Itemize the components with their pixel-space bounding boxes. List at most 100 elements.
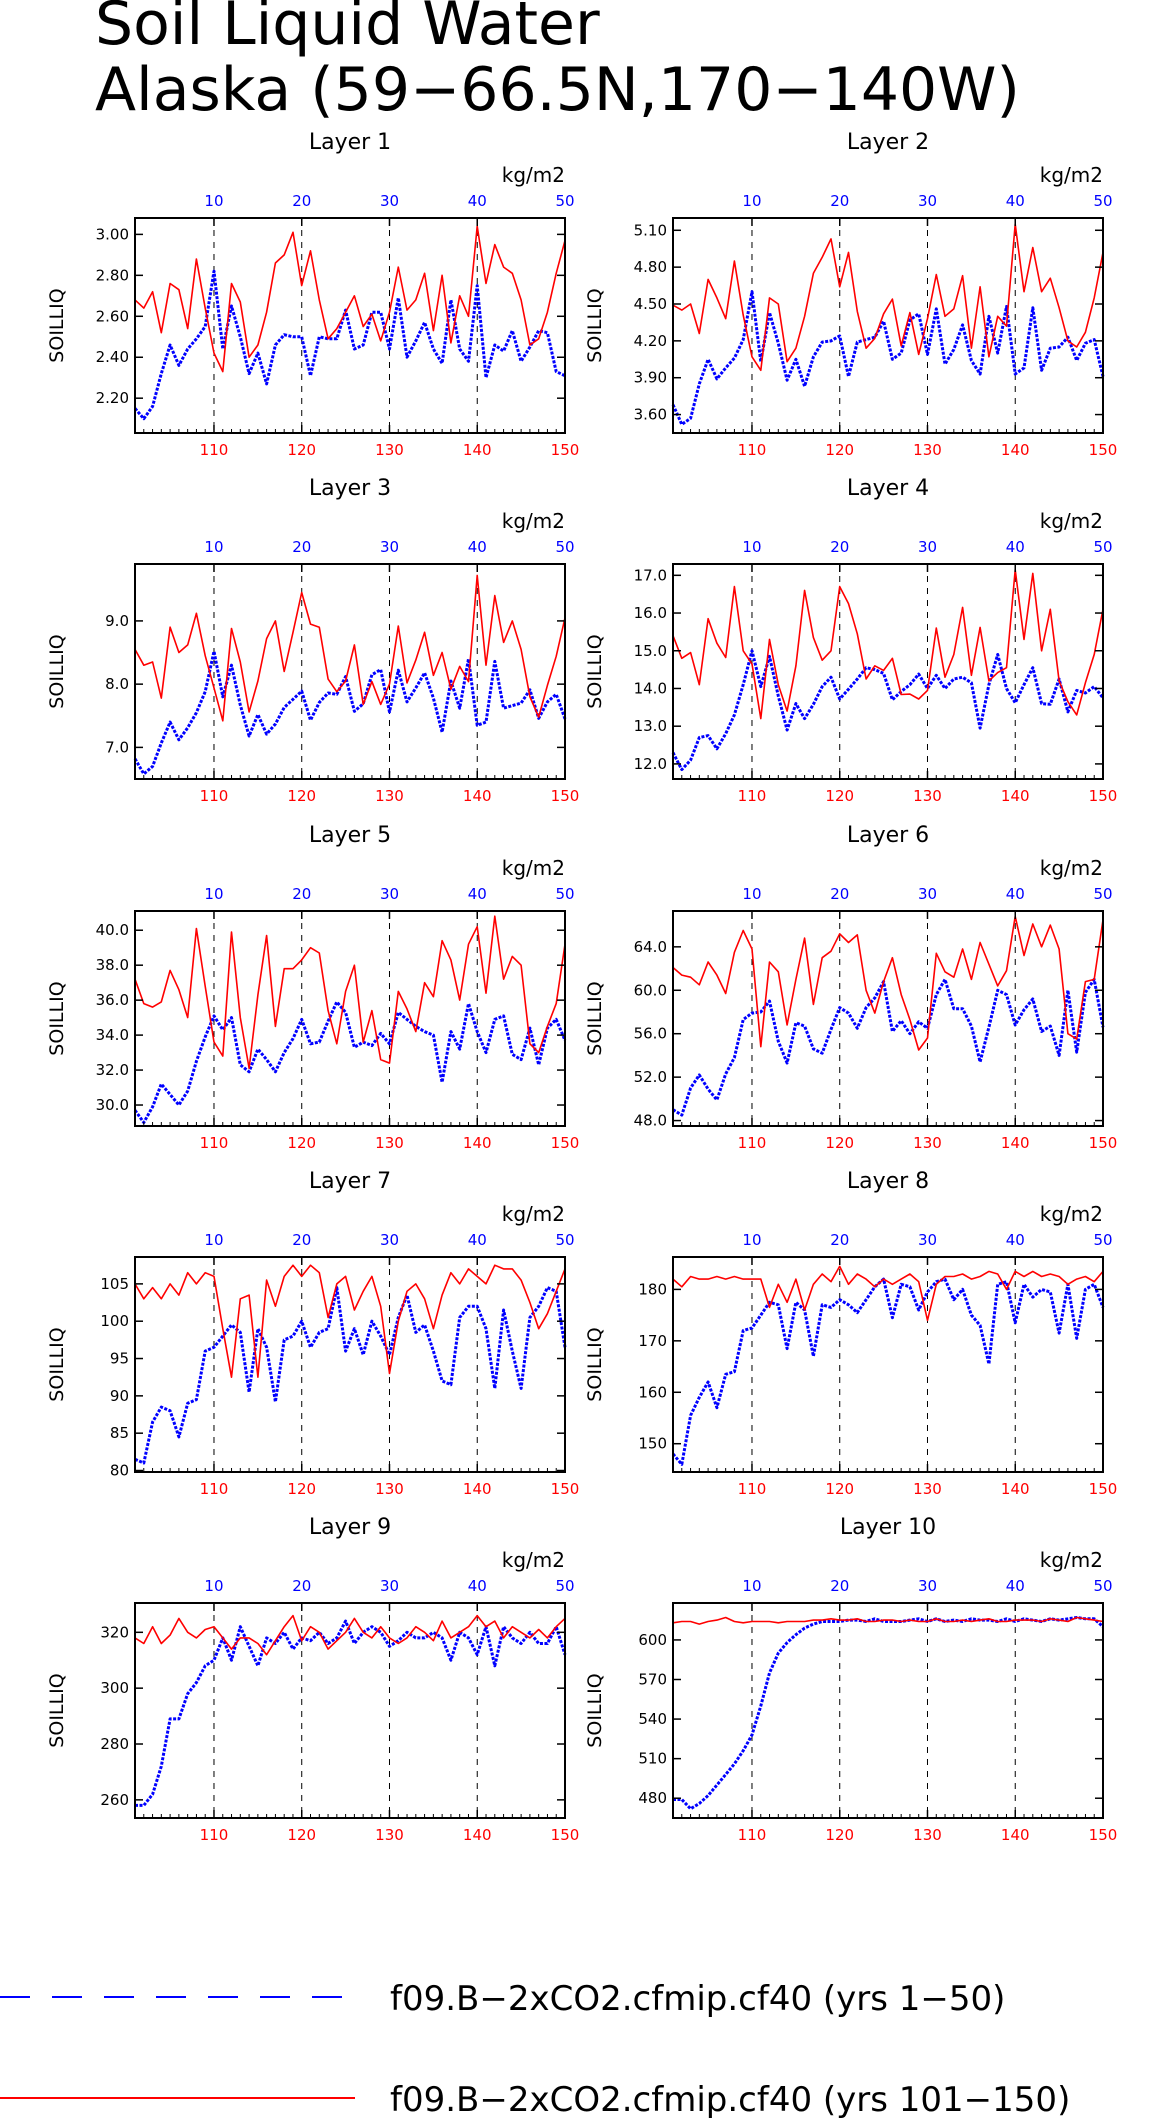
units-label: kg/m2 [1040,1202,1103,1226]
series-line-years-101-150 [134,1264,566,1378]
y-tick-label: 150 [638,1435,667,1453]
y-tick-label: 170 [638,1332,667,1350]
x-tick-label: 120 [825,441,854,459]
top-x-tick-label: 30 [380,885,399,903]
panel-title: Layer 4 [847,476,929,501]
x-tick-label: 140 [1001,1480,1030,1498]
series-line-years-1-50 [672,977,1105,1117]
top-x-tick-label: 40 [1006,538,1025,556]
x-tick-label: 120 [825,787,854,805]
y-tick-label: 3.60 [634,406,667,424]
x-tick-label: 130 [375,441,404,459]
y-tick-label: 280 [100,1735,129,1753]
series-line-years-101-150 [134,225,566,373]
legend: f09.B−2xCO2.cfmip.cf40 (yrs 1−50) f09.B−… [0,1979,1070,2120]
x-tick-label: 140 [463,1134,492,1152]
series-line-years-101-150 [134,574,566,722]
series-line-years-1-50 [134,1286,567,1465]
x-tick-label: 110 [200,441,229,459]
series-line-years-101-150 [672,568,1104,720]
y-tick-label: 64.0 [634,938,667,956]
top-x-tick-label: 10 [742,885,761,903]
top-x-tick-label: 20 [292,1577,311,1595]
top-x-tick-label: 20 [292,885,311,903]
x-tick-label: 130 [913,1480,942,1498]
plot-frame [672,1256,1104,1473]
plot-frame [134,1602,566,1819]
y-tick-label: 9.0 [105,612,129,630]
top-x-tick-label: 30 [380,192,399,210]
y-tick-label: 12.0 [634,755,667,773]
units-label: kg/m2 [502,856,565,880]
top-x-tick-label: 40 [468,885,487,903]
chart-panel-8: Layer 8 kg/m2 110 120 130 140 150 10 20 30 40 50 150… [584,1169,1117,1498]
chart-panel-1: Layer 1 kg/m2 110 120 130 140 150 10 20 30 40 50 2.2… [46,130,579,459]
top-x-tick-label: 50 [555,1577,574,1595]
x-tick-label: 140 [1001,787,1030,805]
x-tick-label: 110 [200,1826,229,1844]
top-x-tick-label: 30 [918,192,937,210]
y-axis-label: SOILLIQ [46,634,68,708]
panel-title: Layer 8 [847,1169,929,1194]
x-tick-label: 150 [1089,1480,1118,1498]
x-tick-label: 140 [463,1480,492,1498]
y-axis-label: SOILLIQ [584,1327,606,1401]
series-line-years-1-50 [671,649,1105,772]
y-tick-label: 600 [638,1631,667,1649]
panel-title: Layer 7 [309,1169,391,1194]
x-tick-label: 110 [738,1134,767,1152]
panel-grid: Layer 1 kg/m2 110 120 130 140 150 10 20 30 40 50 2.2… [46,130,1117,1844]
top-x-tick-label: 10 [204,538,223,556]
x-tick-label: 140 [463,441,492,459]
x-tick-label: 130 [913,787,942,805]
panel-title: Layer 9 [309,1515,391,1540]
plot-frame [134,217,566,434]
x-tick-label: 120 [825,1480,854,1498]
series-line-years-1-50 [133,649,567,776]
series-line-years-101-150 [672,915,1104,1051]
series-line-years-1-50 [135,1619,567,1807]
panel-title: Layer 1 [309,130,391,155]
plot-frame [672,910,1104,1127]
x-tick-label: 130 [913,441,942,459]
x-tick-label: 150 [551,1480,580,1498]
y-tick-label: 36.0 [96,991,129,1009]
x-tick-label: 150 [1089,787,1118,805]
legend-label-late: f09.B−2xCO2.cfmip.cf40 (yrs 101−150) [390,2080,1070,2120]
x-tick-label: 120 [825,1134,854,1152]
chart-panel-9: Layer 9 kg/m2 110 120 130 140 150 10 20 30 40 50 260… [46,1515,579,1844]
y-tick-label: 60.0 [634,981,667,999]
y-tick-label: 17.0 [634,566,667,584]
plot-frame [134,910,566,1127]
top-x-tick-label: 20 [292,538,311,556]
plot-frame [672,217,1104,434]
y-tick-label: 260 [100,1791,129,1809]
chart-panel-5: Layer 5 kg/m2 110 120 130 140 150 10 20 30 40 50 30.… [46,823,579,1152]
top-x-tick-label: 50 [555,885,574,903]
x-tick-label: 110 [200,1134,229,1152]
series-line-years-101-150 [134,915,566,1070]
top-x-tick-label: 50 [1093,1577,1112,1595]
top-x-tick-label: 10 [204,1231,223,1249]
top-x-tick-label: 10 [742,1577,761,1595]
y-tick-label: 105 [100,1275,129,1293]
plot-frame [672,1602,1104,1819]
x-tick-label: 140 [1001,1826,1030,1844]
units-label: kg/m2 [502,1202,565,1226]
top-x-tick-label: 50 [555,1231,574,1249]
y-tick-label: 160 [638,1383,667,1401]
series-line-years-1-50 [133,269,566,421]
top-x-tick-label: 50 [555,538,574,556]
top-x-tick-label: 50 [1093,192,1112,210]
y-tick-label: 5.10 [634,221,667,239]
top-x-tick-label: 50 [1093,538,1112,556]
y-tick-label: 480 [638,1789,667,1807]
top-x-tick-label: 10 [742,1231,761,1249]
y-tick-label: 3.00 [96,225,129,243]
y-tick-label: 15.0 [634,642,667,660]
x-tick-label: 130 [375,1826,404,1844]
x-tick-label: 150 [1089,1134,1118,1152]
x-tick-label: 140 [1001,441,1030,459]
top-x-tick-label: 40 [468,1231,487,1249]
y-axis-label: SOILLIQ [584,1673,606,1747]
